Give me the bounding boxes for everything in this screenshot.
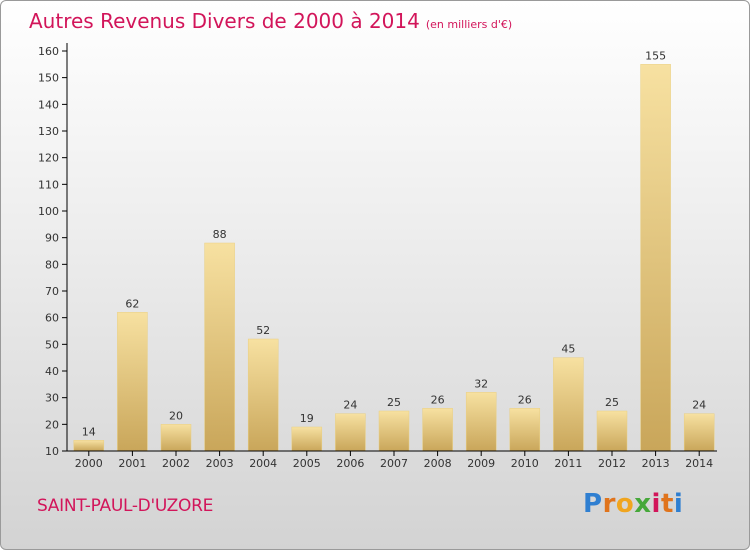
y-tick-label: 120 <box>38 152 59 165</box>
bar-value-label: 32 <box>474 377 488 390</box>
y-tick-label: 130 <box>38 125 59 138</box>
bar <box>204 242 235 452</box>
logo-letter: i <box>651 489 661 519</box>
proxiti-logo: Proxiti <box>583 489 683 519</box>
bar-value-label: 20 <box>169 409 183 422</box>
y-axis: 10 20 30 40 50 60 70 80 90 100 110 120 130 140 150 160 <box>38 43 68 458</box>
logo-letter: r <box>602 489 616 519</box>
bar-value-label: 25 <box>605 396 619 409</box>
x-tick-label: 2014 <box>685 457 713 470</box>
x-tick-label: 2006 <box>336 457 364 470</box>
bar-value-label: 155 <box>645 49 666 62</box>
x-tick-label: 2008 <box>424 457 452 470</box>
bar <box>465 392 497 452</box>
chart-subtitle: (en milliers d'€) <box>425 18 513 31</box>
logo-letter: x <box>634 489 652 519</box>
y-tick-label: 50 <box>45 338 59 351</box>
x-tick-label: 2009 <box>467 457 495 470</box>
logo-letter: P <box>583 489 603 519</box>
y-tick-label: 160 <box>38 45 59 58</box>
y-tick-label: 140 <box>38 98 59 111</box>
bar-value-label: 26 <box>431 393 445 406</box>
bar-value-label: 19 <box>300 412 314 425</box>
bar <box>378 410 410 452</box>
bar <box>640 64 671 452</box>
chart-title-text: Autres Revenus Divers de 2000 à 2014 <box>29 9 420 33</box>
bar <box>683 413 715 452</box>
bar <box>291 426 323 452</box>
logo-letter: i <box>673 489 684 519</box>
y-tick-label: 150 <box>38 72 59 85</box>
x-tick-label: 2005 <box>293 457 321 470</box>
x-tick-label: 2003 <box>206 457 234 470</box>
bar <box>117 312 148 452</box>
x-tick-label: 2012 <box>598 457 626 470</box>
x-axis: 2000 2001 2002 2003 2004 2005 2006 2007 2008 2009… <box>67 450 717 470</box>
y-tick-label: 10 <box>45 445 59 458</box>
x-tick-label: 2011 <box>554 457 582 470</box>
bar-value-label: 45 <box>561 343 575 356</box>
bar-value-label: 24 <box>692 399 706 412</box>
y-tick-label: 90 <box>45 232 59 245</box>
bar-value-label: 26 <box>518 393 532 406</box>
bar <box>160 424 192 452</box>
y-tick-label: 20 <box>45 418 59 431</box>
bar <box>335 413 366 452</box>
bars: 14 62 20 88 52 19 24 25 26 32 26 45 25 155 24 <box>73 49 715 452</box>
bar <box>73 440 105 452</box>
bar <box>247 338 279 452</box>
bar-value-label: 62 <box>125 297 139 310</box>
x-tick-label: 2004 <box>249 457 277 470</box>
y-tick-label: 100 <box>38 205 59 218</box>
commune-name: SAINT-PAUL-D'UZORE <box>37 496 214 516</box>
chart-title: Autres Revenus Divers de 2000 à 2014 (en … <box>29 9 512 33</box>
bar-value-label: 52 <box>256 324 270 337</box>
x-tick-label: 2010 <box>511 457 539 470</box>
x-tick-label: 2000 <box>75 457 103 470</box>
logo-letter: o <box>615 489 635 519</box>
y-tick-label: 30 <box>45 392 59 405</box>
logo-letter: t <box>660 489 674 519</box>
x-tick-label: 2001 <box>118 457 146 470</box>
bar-value-label: 14 <box>82 425 96 438</box>
bar <box>596 410 628 452</box>
x-tick-label: 2013 <box>642 457 670 470</box>
y-tick-label: 70 <box>45 285 59 298</box>
y-tick-label: 40 <box>45 365 59 378</box>
bar-value-label: 88 <box>213 228 227 241</box>
bar <box>553 357 584 452</box>
bar <box>422 408 453 452</box>
bar-value-label: 25 <box>387 396 401 409</box>
bar <box>509 408 541 452</box>
y-tick-label: 110 <box>38 178 59 191</box>
bar-value-label: 24 <box>343 399 357 412</box>
x-tick-label: 2007 <box>380 457 408 470</box>
y-tick-label: 60 <box>45 312 59 325</box>
x-tick-label: 2002 <box>162 457 190 470</box>
y-tick-label: 80 <box>45 258 59 271</box>
